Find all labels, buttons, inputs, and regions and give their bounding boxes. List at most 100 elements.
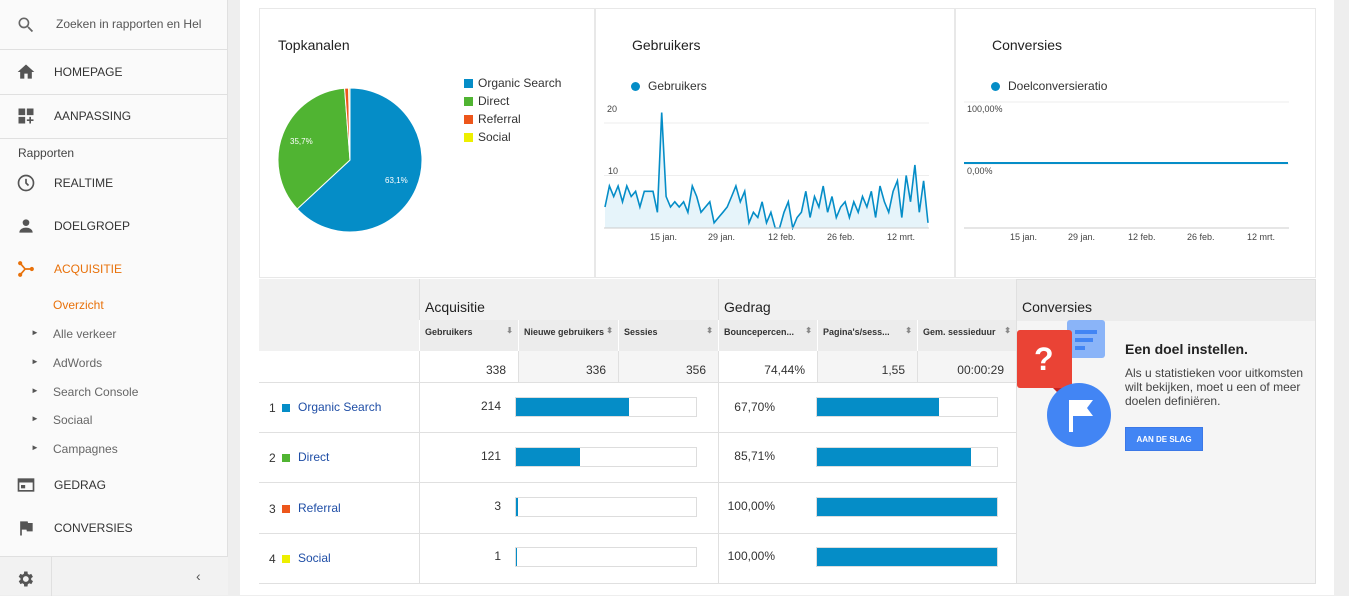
col-head-duration[interactable]: Gem. sessieduur ⬍: [917, 320, 1016, 351]
legend-label: Social: [478, 130, 511, 144]
legend-swatch: [464, 132, 473, 142]
conversions-line-chart[interactable]: [964, 98, 1289, 230]
users-line-chart[interactable]: [604, 98, 929, 230]
collapse-chevron-icon[interactable]: ‹: [196, 568, 201, 584]
x-tick-label: 15 jan.: [1010, 232, 1038, 242]
conversions-legend[interactable]: Doelconversieratio: [991, 79, 1107, 93]
divider: [259, 432, 1016, 433]
bar-fill: [817, 548, 997, 566]
row-rank: 2: [269, 451, 276, 465]
col-head-pages[interactable]: Pagina's/sess... ⬍: [817, 320, 917, 351]
row-link-organic-search[interactable]: Organic Search: [298, 400, 382, 414]
topchannels-pie[interactable]: 63,1% 35,7%: [277, 87, 423, 233]
col-head-blank: [259, 320, 419, 351]
dashboard-plus-icon: [18, 108, 34, 124]
col-head-bounce[interactable]: Bouncepercen... ⬍: [718, 320, 817, 351]
sub-item-adwords[interactable]: ► AdWords: [0, 349, 228, 377]
x-tick-label: 15 jan.: [650, 232, 678, 242]
conversions-card-title: Conversies: [992, 37, 1063, 53]
bar-fill: [516, 498, 518, 516]
nav-homepage-label: HOMEPAGE: [54, 65, 123, 79]
legend-label: Doelconversieratio: [1008, 79, 1108, 93]
group-label: Gedrag: [724, 299, 771, 315]
row-bounce: 85,71%: [734, 449, 775, 463]
sub-item-overzicht[interactable]: Overzicht: [0, 291, 228, 319]
conversions-header: Conversies: [1017, 280, 1315, 321]
legend-referral[interactable]: Referral: [464, 112, 521, 126]
pie-slice-organic-search[interactable]: [296, 87, 423, 233]
total-sessies: 356: [618, 351, 718, 382]
get-started-button[interactable]: AAN DE SLAG: [1125, 427, 1203, 451]
users-card: Gebruikers: [595, 8, 955, 278]
nav-realtime-label: REALTIME: [54, 176, 114, 190]
bar-fill: [817, 398, 939, 416]
row-link-direct[interactable]: Direct: [298, 450, 330, 464]
sub-item-label: Search Console: [53, 385, 139, 399]
sort-icon: ⬍: [1004, 326, 1011, 335]
sub-item-label: Sociaal: [53, 413, 93, 427]
nav-homepage[interactable]: HOMEPAGE: [0, 50, 228, 94]
nav-doelgroep[interactable]: DOELGROEP: [0, 204, 228, 248]
divider: [718, 382, 719, 583]
users-legend[interactable]: Gebruikers: [631, 79, 707, 93]
row-swatch: [282, 404, 290, 412]
divider: [259, 482, 1016, 483]
legend-dot: [631, 81, 640, 91]
goal-description: Als u statistieken voor uitkomsten wilt …: [1125, 366, 1304, 408]
conversions-header-label: Conversies: [1022, 299, 1093, 315]
row-rank: 3: [269, 502, 276, 516]
sub-item-campagnes[interactable]: ► Campagnes: [0, 435, 228, 463]
clock-icon: [17, 174, 35, 192]
col-head-gebruikers[interactable]: Gebruikers ⬇: [419, 320, 518, 351]
col-head-nieuwe-gebruikers[interactable]: Nieuwe gebruikers ⬍: [518, 320, 618, 351]
nav-gedrag-label: GEDRAG: [54, 478, 107, 492]
bar-fill: [817, 448, 971, 466]
legend-swatch: [464, 114, 473, 124]
y-tick-label: 0,00%: [967, 166, 993, 176]
row-bounce: 67,70%: [734, 400, 775, 414]
row-link-social[interactable]: Social: [298, 551, 331, 565]
search-placeholder[interactable]: Zoeken in rapporten en Hel: [56, 17, 202, 31]
col-label: Pagina's/sess...: [823, 327, 890, 337]
x-tick-label: 26 feb.: [827, 232, 855, 242]
nav-aanpassing[interactable]: AANPASSING: [0, 94, 228, 138]
sort-desc-icon: ⬇: [506, 326, 513, 335]
nav-conversies[interactable]: CONVERSIES: [0, 506, 228, 550]
sub-item-alle-verkeer[interactable]: ► Alle verkeer: [0, 320, 228, 348]
home-icon: [17, 64, 35, 79]
legend-social[interactable]: Social: [464, 130, 511, 144]
col-label: Gebruikers: [425, 327, 473, 337]
legend-direct[interactable]: Direct: [464, 94, 509, 108]
topchannels-title: Topkanalen: [278, 37, 350, 53]
legend-label: Gebruikers: [648, 79, 707, 93]
bar-fill: [817, 498, 997, 516]
caret-right-icon: ►: [31, 386, 39, 395]
y-tick-label: 20: [607, 104, 618, 114]
users-bar: [515, 497, 697, 517]
sub-item-search-console[interactable]: ► Search Console: [0, 378, 228, 406]
nav-acquisitie-label: ACQUISITIE: [54, 262, 123, 276]
pie-slice-social[interactable]: [348, 87, 351, 161]
channels-table: Acquisitie Gedrag Gebruikers ⬇ Nieuwe geb…: [259, 279, 1316, 584]
divider: [0, 94, 228, 95]
person-icon: [19, 219, 33, 233]
sub-item-sociaal[interactable]: ► Sociaal: [0, 406, 228, 434]
nav-acquisitie[interactable]: ACQUISITIE: [0, 247, 228, 291]
y-tick-label: 100,00%: [967, 104, 1003, 114]
sidebar: Zoeken in rapporten en Hel HOMEPAGE AANP…: [0, 0, 228, 596]
row-link-referral[interactable]: Referral: [298, 501, 341, 515]
x-tick-label: 12 mrt.: [887, 232, 916, 242]
nav-realtime[interactable]: REALTIME: [0, 161, 228, 205]
users-bar: [515, 447, 697, 467]
bar-fill: [516, 398, 629, 416]
col-head-sessies[interactable]: Sessies ⬍: [618, 320, 718, 351]
pie-slice-direct[interactable]: [277, 87, 351, 210]
nav-gedrag[interactable]: GEDRAG: [0, 463, 228, 507]
bar-fill: [516, 548, 517, 566]
sidebar-search[interactable]: Zoeken in rapporten en Hel: [0, 0, 228, 50]
legend-organic-search[interactable]: Organic Search: [464, 76, 561, 90]
gear-icon[interactable]: [15, 569, 35, 589]
divider: [419, 382, 420, 583]
svg-text:?: ?: [1034, 341, 1054, 377]
bounce-bar: [816, 547, 998, 567]
